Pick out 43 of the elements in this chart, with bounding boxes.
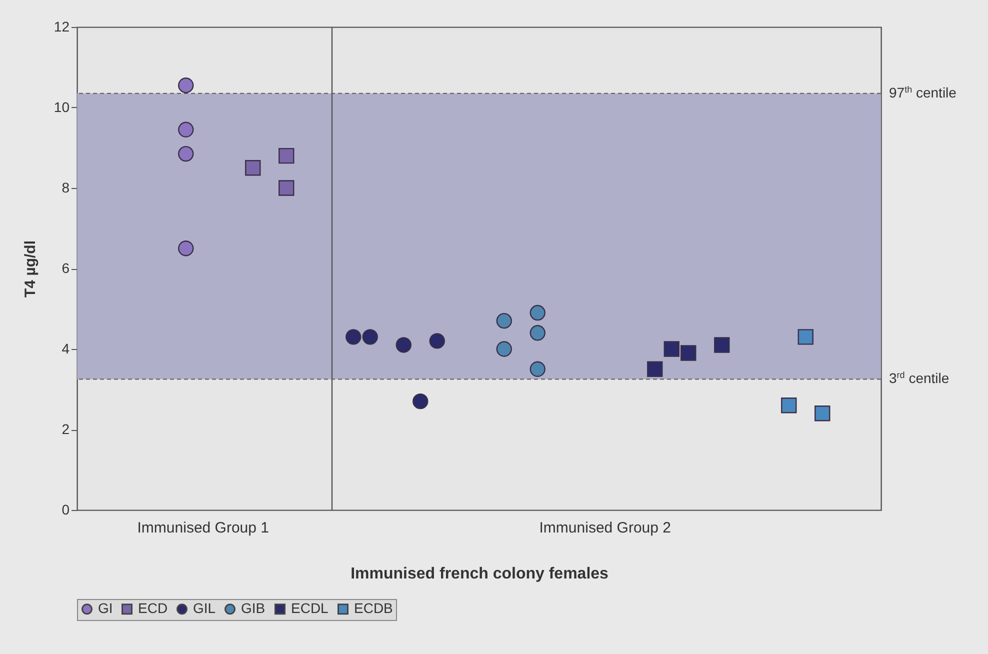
x-tick-label: Immunised Group 1	[137, 520, 269, 536]
point	[396, 337, 412, 353]
point	[178, 122, 194, 138]
y-axis-title: T4 µg/dl	[22, 240, 39, 298]
point	[714, 337, 730, 353]
legend-label: GI	[98, 600, 113, 616]
y-tick-label: 8	[62, 180, 70, 196]
y-tick-label: 12	[54, 18, 70, 34]
point	[412, 393, 428, 410]
y-tick-label: 6	[62, 260, 70, 276]
ref-line-label: 97$^{th}$ centile	[889, 84, 957, 100]
point	[496, 312, 512, 329]
point	[429, 333, 445, 349]
point	[530, 361, 546, 377]
y-tick-label: 0	[62, 502, 70, 518]
point	[814, 406, 830, 422]
point	[178, 78, 194, 94]
legend-label: ECD	[138, 600, 168, 616]
point	[362, 329, 378, 345]
legend-label: ECDL	[291, 600, 329, 616]
point	[278, 180, 294, 196]
point	[530, 325, 546, 341]
point	[245, 160, 261, 176]
point	[781, 398, 797, 414]
legend-label: GIB	[241, 600, 266, 616]
point	[496, 341, 512, 357]
point	[178, 146, 194, 162]
point	[346, 329, 362, 345]
legend-label: ECDB	[354, 600, 393, 616]
point	[664, 341, 680, 357]
point	[530, 304, 546, 321]
point	[647, 361, 663, 377]
legend-label: GIL	[193, 600, 216, 616]
ref-line-label: 3$^{rd}$ centile	[889, 370, 950, 386]
point	[798, 329, 814, 345]
point	[178, 240, 194, 256]
point	[680, 345, 696, 361]
x-tick-label: Immunised Group 2	[539, 520, 671, 536]
y-tick-label: 10	[54, 99, 70, 115]
point	[278, 148, 294, 164]
y-tick-label: 2	[62, 421, 70, 437]
y-tick-label: 4	[62, 340, 70, 356]
x-axis-title: Immunised french colony females	[350, 566, 609, 582]
